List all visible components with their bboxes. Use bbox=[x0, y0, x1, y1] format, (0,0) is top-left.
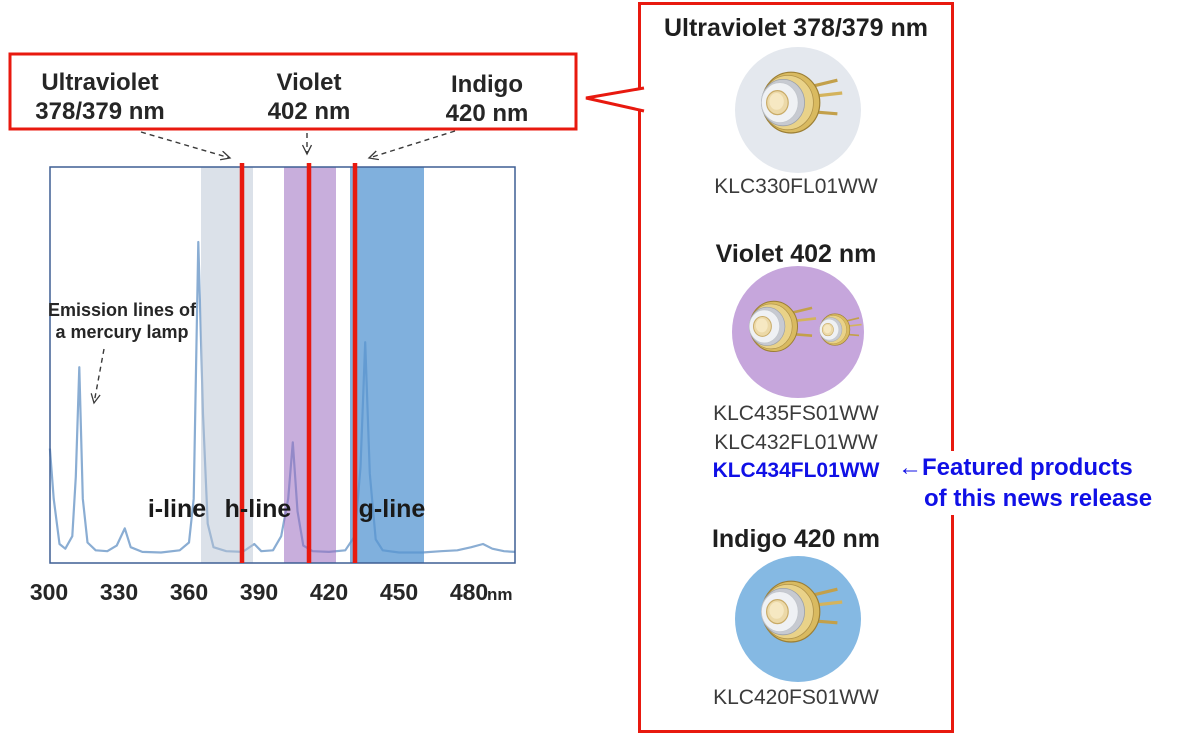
violet-product-circle bbox=[732, 266, 864, 398]
violet-diode-image-large bbox=[734, 292, 820, 361]
x-tick-330: 330 bbox=[100, 579, 138, 605]
violet-section-title: Violet 402 nm bbox=[715, 240, 877, 268]
callout-ultraviolet-line2: 378/379 nm bbox=[35, 98, 164, 125]
spectrum-figure: Ultraviolet 378/379 nm Violet 402 nm Ind… bbox=[8, 52, 578, 605]
arrow-to-indigo-band bbox=[369, 130, 456, 158]
band-indigo bbox=[350, 167, 424, 563]
callout-indigo-line2: 420 nm bbox=[446, 100, 529, 127]
annotation-line1: Emission lines of bbox=[48, 300, 197, 320]
band-ultraviolet bbox=[201, 167, 253, 563]
callout-ultraviolet-line1: Ultraviolet bbox=[41, 69, 158, 96]
arrow-to-spectrum bbox=[94, 348, 105, 403]
violet-diode-image-small bbox=[810, 308, 864, 351]
featured-note-line1: ←Featured products bbox=[898, 454, 1133, 481]
callout-violet-line2: 402 nm bbox=[268, 98, 351, 125]
laser-diode-illustration bbox=[761, 580, 843, 643]
x-axis-ticks: 300 330 360 390 420 450 480 bbox=[30, 579, 488, 605]
laser-line-markers bbox=[239, 163, 358, 563]
uv-product-circle bbox=[735, 47, 861, 173]
violet-code-2: KLC432FL01WW bbox=[714, 430, 878, 454]
laser-diode-illustration bbox=[761, 71, 843, 134]
h-line-label: h-line bbox=[225, 495, 292, 523]
callout-tail bbox=[585, 86, 645, 113]
uv-diode-image bbox=[743, 61, 847, 144]
arrow-to-uv-band bbox=[140, 131, 230, 158]
indigo-section-title: Indigo 420 nm bbox=[711, 525, 881, 553]
laser-diode-illustration bbox=[748, 300, 817, 353]
x-tick-480: 480 bbox=[450, 579, 488, 605]
callout-violet-line1: Violet bbox=[277, 69, 342, 96]
wavelength-callout-box bbox=[8, 52, 578, 131]
violet-code-1: KLC435FS01WW bbox=[713, 402, 879, 425]
violet-code-3-featured: KLC434FL01WW bbox=[712, 459, 880, 482]
callout-indigo-line1: Indigo bbox=[451, 71, 523, 98]
chart-border bbox=[49, 166, 516, 564]
violet-product-codes: KLC435FS01WW KLC432FL01WW KLC434FL01WW bbox=[641, 400, 951, 486]
featured-note: ←Featured products of this news release bbox=[893, 451, 1158, 515]
g-line-label: g-line bbox=[359, 495, 426, 523]
indigo-product-circle bbox=[735, 556, 861, 682]
indigo-product-code: KLC420FS01WW bbox=[713, 686, 879, 709]
x-tick-390: 390 bbox=[240, 579, 278, 605]
laser-diode-illustration bbox=[819, 313, 862, 346]
uv-product-code: KLC330FL01WW bbox=[714, 175, 878, 198]
x-axis-unit: nm bbox=[487, 585, 513, 604]
x-tick-300: 300 bbox=[30, 579, 68, 605]
uv-section-title: Ultraviolet 378/379 nm bbox=[663, 14, 928, 42]
featured-note-line2: of this news release bbox=[924, 485, 1153, 512]
x-tick-420: 420 bbox=[310, 579, 348, 605]
i-line-label: i-line bbox=[148, 495, 206, 523]
x-tick-360: 360 bbox=[170, 579, 208, 605]
indigo-diode-image bbox=[743, 570, 847, 653]
annotation-line2: a mercury lamp bbox=[55, 322, 188, 342]
x-tick-450: 450 bbox=[380, 579, 418, 605]
products-panel: Ultraviolet 378/379 nm KLC330FL01WW Viol… bbox=[638, 2, 954, 733]
